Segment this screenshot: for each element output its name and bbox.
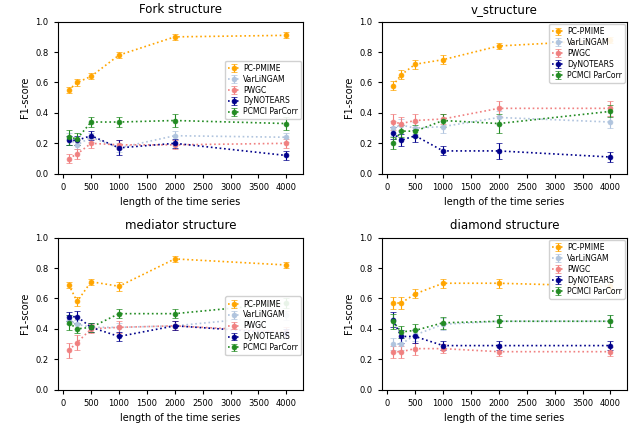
X-axis label: length of the time series: length of the time series [120,413,241,423]
Legend: PC-PMIME, VarLiNGAM, PWGC, DyNOTEARS, PCMCI ParCorr: PC-PMIME, VarLiNGAM, PWGC, DyNOTEARS, PC… [225,61,301,120]
Title: diamond structure: diamond structure [450,219,559,232]
X-axis label: length of the time series: length of the time series [444,197,564,207]
Title: mediator structure: mediator structure [125,219,236,232]
Legend: PC-PMIME, VarLiNGAM, PWGC, DyNOTEARS, PCMCI ParCorr: PC-PMIME, VarLiNGAM, PWGC, DyNOTEARS, PC… [225,297,301,355]
Y-axis label: F1-score: F1-score [20,293,30,334]
Legend: PC-PMIME, VarLiNGAM, PWGC, DyNOTEARS, PCMCI ParCorr: PC-PMIME, VarLiNGAM, PWGC, DyNOTEARS, PC… [549,240,625,299]
X-axis label: length of the time series: length of the time series [444,413,564,423]
Y-axis label: F1-score: F1-score [344,293,354,334]
Y-axis label: F1-score: F1-score [20,77,30,118]
Y-axis label: F1-score: F1-score [344,77,354,118]
Title: v_structure: v_structure [471,3,538,16]
Title: Fork structure: Fork structure [139,3,222,16]
X-axis label: length of the time series: length of the time series [120,197,241,207]
Legend: PC-PMIME, VarLiNGAM, PWGC, DyNOTEARS, PCMCI ParCorr: PC-PMIME, VarLiNGAM, PWGC, DyNOTEARS, PC… [549,24,625,83]
